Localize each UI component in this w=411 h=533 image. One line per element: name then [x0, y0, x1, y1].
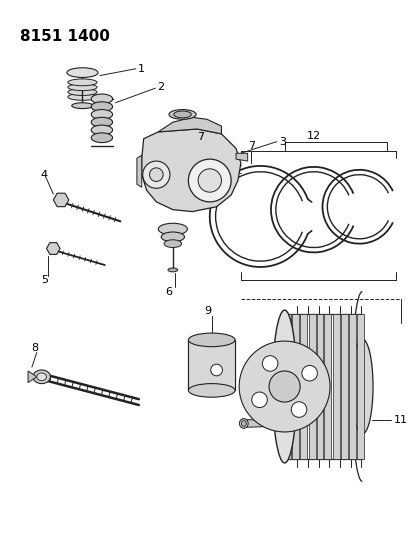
Text: 3: 3 [279, 136, 286, 147]
Text: 11: 11 [393, 415, 407, 425]
Polygon shape [142, 129, 241, 212]
Polygon shape [341, 314, 348, 459]
Polygon shape [333, 314, 340, 459]
Ellipse shape [91, 102, 113, 111]
Polygon shape [316, 314, 323, 459]
Circle shape [150, 168, 163, 181]
Polygon shape [244, 419, 275, 427]
Polygon shape [358, 314, 364, 459]
Text: 12: 12 [307, 131, 321, 141]
Text: 8151 1400: 8151 1400 [20, 29, 110, 44]
Ellipse shape [91, 94, 113, 104]
Ellipse shape [68, 88, 97, 95]
Polygon shape [46, 243, 60, 254]
Text: 7: 7 [197, 132, 204, 142]
Ellipse shape [174, 111, 191, 118]
Ellipse shape [161, 232, 185, 242]
Circle shape [262, 356, 278, 372]
Ellipse shape [188, 384, 235, 397]
Polygon shape [28, 371, 37, 383]
Polygon shape [53, 193, 69, 207]
Text: 7: 7 [248, 141, 255, 150]
Ellipse shape [169, 110, 196, 119]
Circle shape [143, 161, 170, 188]
Circle shape [269, 371, 300, 402]
Polygon shape [236, 154, 248, 161]
Ellipse shape [68, 93, 97, 100]
Ellipse shape [72, 103, 93, 109]
Ellipse shape [158, 223, 187, 235]
Ellipse shape [68, 79, 97, 86]
Polygon shape [324, 314, 331, 459]
Circle shape [252, 392, 267, 408]
Ellipse shape [37, 373, 46, 381]
Polygon shape [292, 314, 299, 459]
Polygon shape [158, 117, 222, 134]
Circle shape [239, 341, 330, 432]
Ellipse shape [67, 68, 98, 77]
Text: 5: 5 [41, 274, 48, 285]
Circle shape [211, 364, 222, 376]
Ellipse shape [168, 268, 178, 272]
Ellipse shape [33, 370, 51, 384]
Ellipse shape [91, 125, 113, 135]
Polygon shape [349, 314, 356, 459]
Ellipse shape [239, 418, 248, 429]
Circle shape [188, 159, 231, 202]
Text: 8: 8 [31, 343, 38, 353]
Polygon shape [284, 314, 291, 459]
Ellipse shape [68, 84, 97, 91]
Text: 2: 2 [157, 82, 164, 92]
Polygon shape [300, 314, 307, 459]
Ellipse shape [91, 133, 113, 143]
Ellipse shape [352, 339, 373, 434]
Text: 10: 10 [245, 389, 259, 399]
Ellipse shape [91, 110, 113, 119]
Polygon shape [309, 314, 316, 459]
Circle shape [302, 366, 317, 381]
Polygon shape [137, 155, 142, 187]
Ellipse shape [164, 240, 182, 247]
Circle shape [291, 402, 307, 417]
Ellipse shape [188, 333, 235, 346]
Text: 1: 1 [138, 64, 145, 74]
Text: 9: 9 [204, 306, 211, 316]
Ellipse shape [241, 421, 246, 426]
Polygon shape [188, 340, 235, 390]
Ellipse shape [272, 310, 297, 463]
Text: 4: 4 [40, 169, 47, 180]
Circle shape [198, 169, 222, 192]
Text: 6: 6 [166, 287, 173, 297]
Ellipse shape [91, 117, 113, 127]
